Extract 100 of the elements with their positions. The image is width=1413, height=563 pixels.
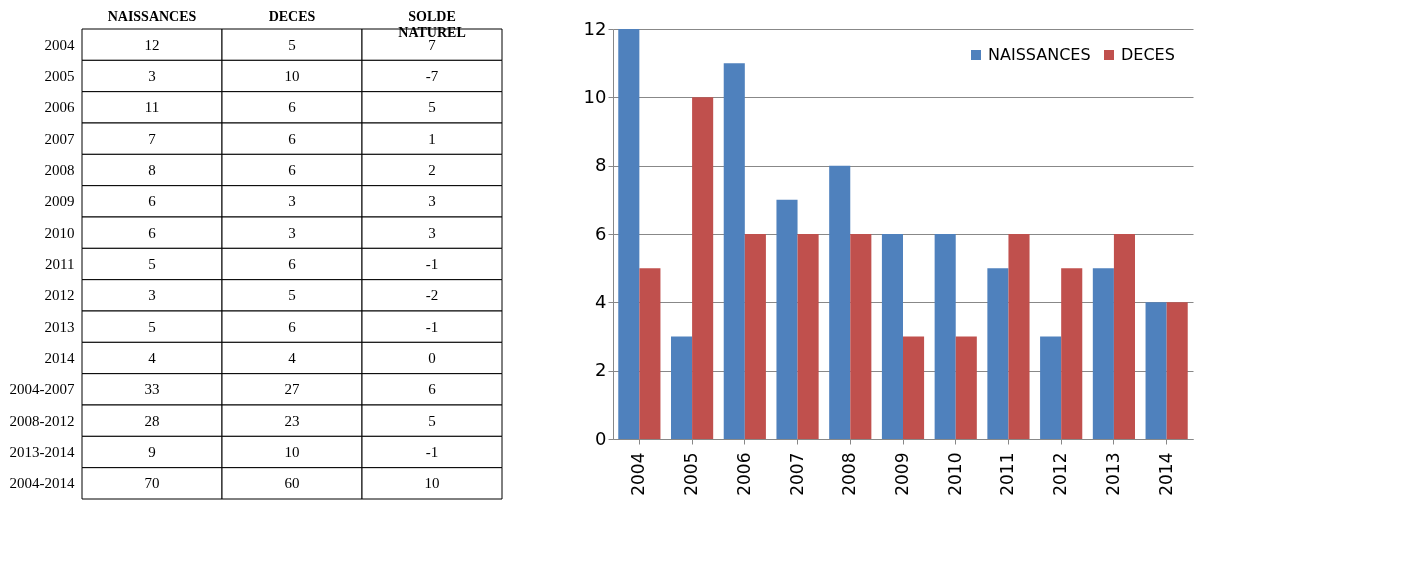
x-tick-label: 2012 <box>1050 452 1071 496</box>
y-tick-label: 2012 <box>44 287 75 304</box>
x-tick-label: 2004 <box>628 452 649 496</box>
data-label: 12 <box>144 36 160 53</box>
data-label: 5 <box>288 36 296 53</box>
data-label: -7 <box>425 68 439 84</box>
data-label: 10 <box>284 444 300 460</box>
bar <box>744 234 766 439</box>
y-tick-label: 2010 <box>44 224 75 241</box>
bar <box>987 268 1009 439</box>
x-tick-label: 2008 <box>839 452 860 496</box>
data-label: 70 <box>144 475 160 492</box>
data-label: 6 <box>428 381 437 398</box>
bar <box>1145 302 1167 439</box>
data-label: 3 <box>288 193 296 210</box>
x-tick-label: 2013 <box>1102 452 1123 496</box>
data-label: 6 <box>288 130 297 147</box>
bar <box>1113 234 1135 439</box>
y-tick-label: 2008-2012 <box>9 412 75 429</box>
bar <box>1008 234 1030 439</box>
y-tick-label: 2013-2014 <box>9 444 75 460</box>
y-tick-label: 2004-2007 <box>9 381 75 398</box>
data-label: 6 <box>288 99 297 116</box>
bar <box>881 234 903 439</box>
bar <box>692 97 714 439</box>
bar <box>639 268 661 439</box>
data-label: 6 <box>148 193 157 210</box>
y-tick-label: 2006 <box>44 99 75 116</box>
x-tick-label: NAISSANCES <box>107 8 197 24</box>
legend-label: DECES <box>1121 45 1175 64</box>
y-tick-label: 12 <box>583 17 607 39</box>
x-tick-label: 2007 <box>786 452 807 496</box>
data-label: 28 <box>144 412 160 429</box>
data-label: -1 <box>425 444 439 460</box>
data-label: 5 <box>428 99 436 116</box>
data-label: -2 <box>425 287 439 304</box>
data-label: 6 <box>288 318 297 335</box>
y-tick-label: 10 <box>583 85 607 107</box>
data-label: 1 <box>428 130 436 147</box>
data-label: 5 <box>288 287 296 304</box>
y-tick-label: 4 <box>595 290 607 312</box>
bar <box>1166 302 1188 439</box>
data-label: 60 <box>284 475 300 492</box>
data-label: 6 <box>288 162 297 178</box>
bar <box>671 336 693 439</box>
data-label: 5 <box>428 412 436 429</box>
data-label: 7 <box>148 130 157 147</box>
x-tick-label: 2011 <box>997 452 1018 496</box>
bar <box>1040 336 1062 439</box>
data-label: -1 <box>425 256 439 272</box>
data-label: 3 <box>148 287 156 304</box>
bar <box>776 199 798 439</box>
bar <box>1092 268 1114 439</box>
x-tick-label: 2005 <box>681 452 702 496</box>
data-label: 2 <box>428 162 436 178</box>
bar <box>618 29 640 439</box>
data-label: 5 <box>148 256 156 272</box>
data-label: 5 <box>148 318 156 335</box>
data-label: 10 <box>284 68 300 84</box>
y-tick-label: 8 <box>595 154 607 176</box>
data-label: 4 <box>148 350 157 366</box>
x-tick-label: DECES <box>268 8 316 24</box>
data-label: 3 <box>428 193 436 210</box>
bar <box>723 63 745 439</box>
y-tick-label: 2014 <box>44 350 75 366</box>
x-tick-label: 2009 <box>892 452 912 496</box>
data-label: 10 <box>424 475 440 492</box>
bar <box>1061 268 1083 439</box>
data-label: 27 <box>284 381 300 398</box>
y-tick-label: 2004 <box>44 36 75 53</box>
legend-label: NAISSANCES <box>988 45 1091 64</box>
data-label: 0 <box>428 350 436 366</box>
bar <box>934 234 956 439</box>
y-tick-label: 2005 <box>44 68 75 84</box>
data-label: 3 <box>428 224 436 241</box>
x-tick-label: 2006 <box>733 452 754 496</box>
bar <box>850 234 872 439</box>
data-label: 6 <box>288 256 297 272</box>
data-label: 3 <box>288 224 296 241</box>
data-label: 3 <box>148 68 156 84</box>
y-tick-label: 2009 <box>44 193 75 210</box>
y-tick-label: 2 <box>595 359 607 381</box>
y-tick-label: 2004-2014 <box>9 475 75 492</box>
data-label: 6 <box>148 224 157 241</box>
data-label: 4 <box>288 350 297 366</box>
data-label: 8 <box>148 162 156 178</box>
data-label: 33 <box>144 381 160 398</box>
y-tick-label: 2011 <box>45 256 75 272</box>
y-tick-label: 6 <box>595 222 607 244</box>
y-tick-label: 2013 <box>44 318 75 335</box>
y-tick-label: 2007 <box>44 130 75 147</box>
bar <box>903 336 925 439</box>
data-label: -1 <box>425 318 439 335</box>
y-tick-label: 0 <box>595 427 607 449</box>
data-label: 23 <box>284 412 300 429</box>
data-label: 11 <box>144 99 160 116</box>
bar <box>797 234 819 439</box>
x-tick-label: 2014 <box>1155 452 1176 496</box>
x-tick-label: 2010 <box>944 452 965 496</box>
bar <box>829 165 851 439</box>
